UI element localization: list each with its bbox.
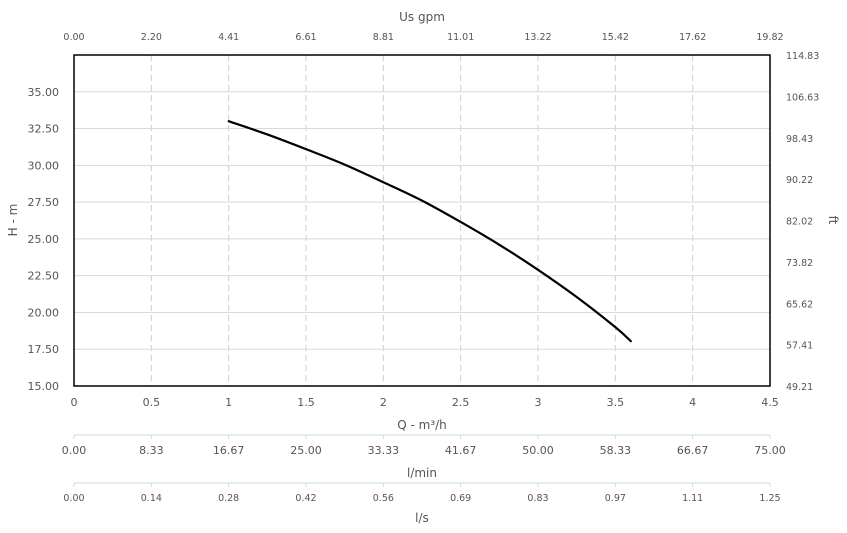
lmin-tick-label: 66.67	[677, 444, 709, 457]
lmin-axis-title: l/min	[407, 466, 437, 480]
top-tick-label: 15.42	[602, 32, 629, 43]
lmin-tick-label: 41.67	[445, 444, 477, 457]
right-tick-label: 98.43	[786, 134, 813, 145]
right-tick-label: 65.62	[786, 299, 813, 310]
ls-tick-label: 0.69	[450, 493, 471, 504]
ls-tick-label: 0.83	[527, 493, 548, 504]
top-tick-label: 17.62	[679, 32, 706, 43]
ls-tick-label: 0.42	[295, 493, 316, 504]
lmin-tick-label: 16.67	[213, 444, 245, 457]
right-tick-label: 82.02	[786, 217, 813, 228]
x-tick-label: 0	[71, 396, 78, 409]
ls-tick-label: 0.14	[141, 493, 162, 504]
pump-curve-line	[227, 120, 632, 343]
y-tick-label: 22.50	[28, 270, 60, 283]
lmin-tick-label: 8.33	[139, 444, 164, 457]
y-axis-title: H - m	[6, 204, 20, 237]
lmin-tick-label: 0.00	[62, 444, 87, 457]
top-tick-label: 13.22	[524, 32, 551, 43]
top-tick-label: 2.20	[141, 32, 162, 43]
x-tick-label: 4	[689, 396, 696, 409]
top-tick-label: 0.00	[63, 32, 84, 43]
y-tick-label: 27.50	[28, 196, 60, 209]
x-tick-label: 1	[225, 396, 232, 409]
x-tick-label: 3.5	[607, 396, 625, 409]
lmin-tick-label: 58.33	[600, 444, 632, 457]
y-tick-label: 15.00	[28, 380, 60, 393]
x-tick-label: 4.5	[761, 396, 779, 409]
right-tick-label: 90.22	[786, 175, 813, 186]
y-tick-label: 17.50	[28, 343, 60, 356]
x-tick-label: 2	[380, 396, 387, 409]
ls-axis-title: l/s	[415, 511, 429, 525]
y-tick-label: 30.00	[28, 159, 60, 172]
plot-area-border	[73, 54, 771, 387]
right-tick-label: 114.83	[786, 51, 819, 62]
right-tick-label: 73.82	[786, 258, 813, 269]
ls-tick-label: 1.25	[759, 493, 780, 504]
y-tick-label: 35.00	[28, 86, 60, 99]
y-tick-label: 32.50	[28, 123, 60, 136]
top-axis-title: Us gpm	[399, 10, 445, 24]
lmin-tick-label: 25.00	[290, 444, 322, 457]
right-tick-label: 57.41	[786, 341, 813, 352]
x-tick-label: 1.5	[297, 396, 315, 409]
ls-tick-label: 1.11	[682, 493, 703, 504]
top-tick-label: 8.81	[373, 32, 394, 43]
y-tick-label: 25.00	[28, 233, 60, 246]
lmin-tick-label: 33.33	[368, 444, 400, 457]
lmin-tick-label: 75.00	[754, 444, 786, 457]
y-tick-label: 20.00	[28, 306, 60, 319]
right-tick-label: 49.21	[786, 382, 813, 393]
top-tick-label: 6.61	[295, 32, 316, 43]
x-axis-title: Q - m³/h	[397, 418, 447, 432]
ls-tick-label: 0.97	[605, 493, 626, 504]
x-tick-label: 3	[535, 396, 542, 409]
x-tick-label: 0.5	[143, 396, 161, 409]
tick-labels: 0 0.5 1 1.5 2 2.5 3 3.5 4 4.5 0.00 2.20 4.41 6.61 8.81…	[28, 32, 820, 504]
lmin-tick-label: 50.00	[522, 444, 554, 457]
ls-tick-label: 0.00	[63, 493, 84, 504]
ls-tick-label: 0.28	[218, 493, 239, 504]
x-tick-label: 2.5	[452, 396, 470, 409]
top-tick-label: 19.82	[756, 32, 783, 43]
right-tick-label: 106.63	[786, 92, 819, 103]
right-axis-title: ft	[826, 216, 840, 225]
top-tick-label: 11.01	[447, 32, 474, 43]
top-tick-label: 4.41	[218, 32, 239, 43]
ls-tick-label: 0.56	[373, 493, 394, 504]
grid	[74, 55, 770, 386]
